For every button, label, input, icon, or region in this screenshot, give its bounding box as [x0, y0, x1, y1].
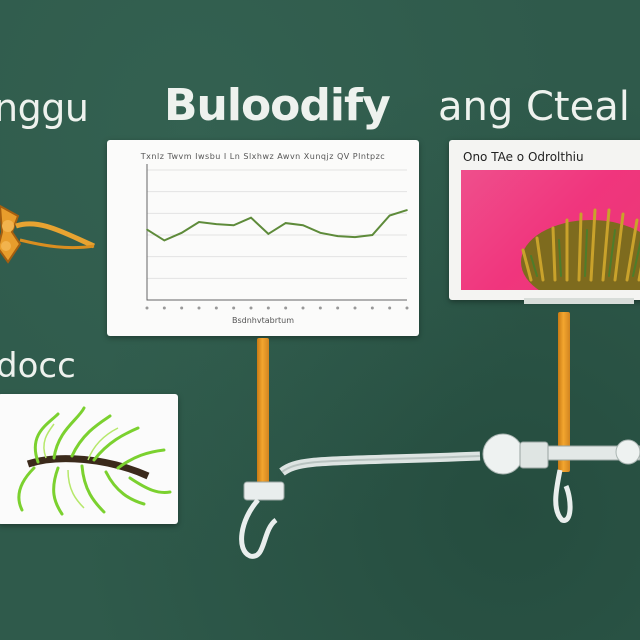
data-point	[267, 233, 270, 235]
data-point	[215, 223, 218, 225]
data-point	[198, 221, 200, 223]
data-point	[354, 236, 356, 238]
data-point	[336, 235, 339, 237]
x-tick-mark	[266, 306, 270, 310]
x-tick-mark	[284, 306, 288, 310]
x-tick-mark	[301, 306, 305, 310]
x-tick-mark	[318, 306, 322, 310]
data-point	[163, 239, 166, 242]
photo-panel: Ono TAe o Odrolthiu	[449, 140, 640, 300]
heading-small: docc	[0, 346, 76, 386]
left-support-pole	[257, 338, 269, 483]
x-tick-mark	[249, 306, 253, 310]
data-point	[388, 214, 391, 217]
data-point	[180, 232, 183, 234]
x-tick-mark	[180, 306, 184, 310]
plant-card	[0, 394, 178, 524]
x-tick-mark	[145, 306, 149, 310]
heading-center: Buloodify	[164, 80, 391, 131]
data-point	[250, 216, 252, 219]
heading-right: ang Cteal	[438, 84, 630, 130]
chart-title: Txnlz Twvm Iwsbu I Ln Slxhwz Awvn Xunqjz…	[140, 152, 386, 161]
heading-left: nggu	[0, 86, 89, 130]
x-tick-mark	[388, 306, 392, 310]
coral-icon	[521, 208, 640, 290]
chart-xlabel: Bsdnhvtabrtum	[231, 316, 294, 325]
chart-panel: Txnlz Twvm Iwsbu I Ln Slxhwz Awvn Xunqjz…	[107, 140, 419, 336]
x-tick-mark	[214, 306, 218, 310]
data-point	[371, 234, 374, 236]
right-support-pole	[558, 312, 570, 472]
x-tick-mark	[370, 306, 374, 310]
data-point	[302, 224, 304, 227]
coral-photo	[461, 170, 640, 290]
data-point	[406, 209, 408, 211]
photo-caption-bar	[524, 298, 634, 304]
series-line	[146, 209, 408, 242]
data-point	[319, 232, 322, 234]
x-tick-mark	[197, 306, 201, 310]
line-chart	[145, 164, 409, 310]
green-plant-icon	[17, 406, 172, 516]
x-tick-mark	[162, 306, 166, 310]
x-tick-mark	[405, 306, 409, 310]
chart-axes	[146, 164, 407, 301]
x-tick-mark	[353, 306, 357, 310]
x-tick-mark	[336, 306, 340, 310]
data-point	[284, 222, 287, 224]
data-point	[146, 228, 148, 231]
photo-label: Ono TAe o Odrolthiu	[463, 150, 584, 164]
orange-plant-icon	[0, 204, 95, 264]
x-tick-mark	[232, 306, 236, 310]
data-point	[232, 224, 235, 227]
